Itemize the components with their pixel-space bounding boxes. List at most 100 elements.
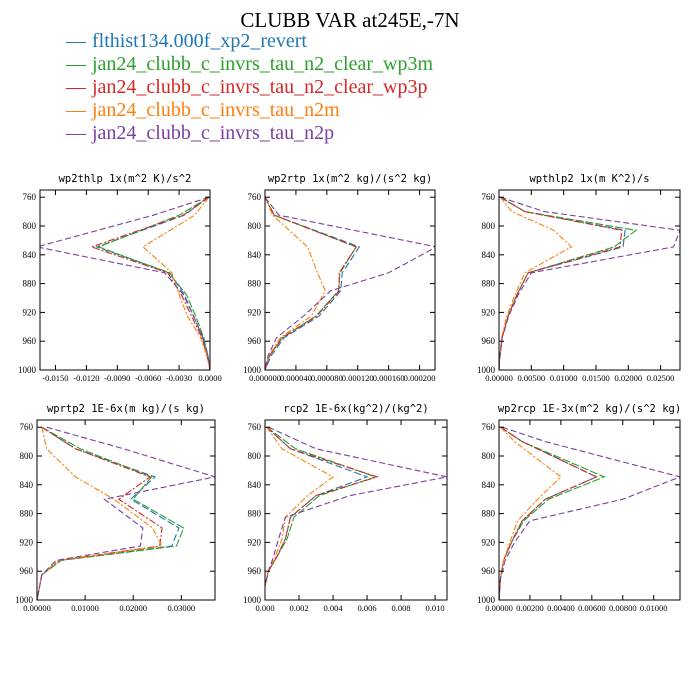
series-line <box>499 196 623 370</box>
legend-item: — jan24_clubb_c_invrs_tau_n2_clear_wp3m <box>66 53 433 76</box>
y-tick-label: 960 <box>20 566 34 576</box>
series-line <box>40 196 210 370</box>
legend-label: jan24_clubb_c_invrs_tau_n2p <box>92 122 335 144</box>
x-tick-label: 0.02000 <box>614 373 642 383</box>
x-tick-label: 0.000000 <box>249 373 281 383</box>
y-tick-label: 920 <box>23 307 37 317</box>
x-tick-label: 0.00000 <box>485 603 513 613</box>
legend-line-swatch: — <box>66 30 86 52</box>
y-tick-label: 1000 <box>477 365 496 375</box>
y-tick-label: 840 <box>482 480 496 490</box>
y-tick-label: 880 <box>482 509 496 519</box>
legend-item: — flthist134.000f_xp2_revert <box>66 30 433 53</box>
panel-title: wp2thlp 1x(m^2 K)/s^2 <box>59 173 192 185</box>
y-tick-label: 760 <box>248 192 262 202</box>
x-tick-label: 0.00200 <box>516 603 544 613</box>
y-tick-label: 880 <box>23 279 37 289</box>
x-tick-label: 0.02000 <box>119 603 147 613</box>
panel-title: wprtp2 1E-6x(m kg)/(s kg) <box>47 403 205 415</box>
y-tick-label: 880 <box>20 509 34 519</box>
x-tick-label: 0.03000 <box>168 603 196 613</box>
x-tick-label: 0.000080 <box>311 373 343 383</box>
y-tick-label: 1000 <box>243 365 262 375</box>
y-tick-label: 760 <box>248 422 262 432</box>
series-line <box>265 196 326 370</box>
chart-panel: wp2rcp 1E-3x(m^2 kg)/(s^2 kg)760 800 840 88… <box>477 403 681 613</box>
panel-title: rcp2 1E-6x(kg^2)/(kg^2) <box>283 403 428 415</box>
y-tick-label: 920 <box>482 537 496 547</box>
x-tick-label: 0.008 <box>392 603 411 613</box>
chart-panel: wprtp2 1E-6x(m kg)/(s kg) 760 800 840 880 920… <box>15 403 216 613</box>
chart-panel: rcp2 1E-6x(kg^2)/(kg^2) 760 800 840 880 920 96… <box>243 403 448 613</box>
y-tick-label: 880 <box>482 279 496 289</box>
x-tick-label: 0.00000 <box>485 373 513 383</box>
x-tick-label: -0.0030 <box>166 373 192 383</box>
y-tick-label: 920 <box>248 537 262 547</box>
y-tick-label: 1000 <box>15 595 34 605</box>
x-tick-label: 0.006 <box>357 603 376 613</box>
y-tick-label: 760 <box>23 192 37 202</box>
series-line <box>265 426 378 586</box>
y-tick-label: 920 <box>20 537 34 547</box>
series-line <box>499 426 680 600</box>
y-tick-label: 920 <box>248 307 262 317</box>
series-line <box>37 427 163 600</box>
y-tick-label: 960 <box>248 566 262 576</box>
x-tick-label: 0.01000 <box>550 373 578 383</box>
series-line <box>97 196 210 370</box>
y-tick-label: 880 <box>248 509 262 519</box>
plot-frame <box>498 419 681 601</box>
y-tick-label: 800 <box>248 451 262 461</box>
series-line <box>95 196 210 370</box>
x-tick-label: 0.000200 <box>404 373 436 383</box>
legend-label: jan24_clubb_c_invrs_tau_n2_clear_wp3m <box>92 53 434 75</box>
series-line <box>89 196 210 370</box>
x-tick-label: 0.000 <box>255 603 274 613</box>
plot-frame <box>498 189 681 371</box>
panel-title: wp2rtp 1x(m^2 kg)/(s^2 kg) <box>268 173 432 185</box>
legend-line-swatch: — <box>66 76 86 98</box>
x-tick-label: 0.01000 <box>71 603 99 613</box>
y-tick-label: 800 <box>248 221 262 231</box>
legend-label: flthist134.000f_xp2_revert <box>92 30 307 52</box>
series-line <box>37 426 163 600</box>
series-line <box>37 426 215 600</box>
chart-panel: wpthlp2 1x(m K^2)/s 760 800 840 880 920 960 100… <box>477 173 681 383</box>
y-tick-label: 800 <box>23 221 37 231</box>
x-tick-label: 0.00800 <box>609 603 637 613</box>
y-tick-label: 800 <box>482 451 496 461</box>
series-line <box>265 426 380 586</box>
series-line <box>265 196 361 370</box>
y-tick-label: 840 <box>248 480 262 490</box>
series-line <box>265 196 358 370</box>
y-tick-label: 960 <box>248 336 262 346</box>
panel-title: wpthlp2 1x(m K^2)/s <box>529 173 649 185</box>
y-tick-label: 960 <box>482 566 496 576</box>
x-tick-label: 0.004 <box>323 603 343 613</box>
y-tick-label: 960 <box>23 336 37 346</box>
y-tick-label: 840 <box>20 480 34 490</box>
y-tick-label: 840 <box>482 250 496 260</box>
x-tick-label: 0.002 <box>289 603 308 613</box>
x-tick-label: 0.00000 <box>23 603 51 613</box>
x-tick-label: 0.010 <box>426 603 445 613</box>
series-line <box>499 196 573 370</box>
legend-item: — jan24_clubb_c_invrs_tau_n2m <box>66 99 433 122</box>
x-tick-label: 0.01000 <box>640 603 668 613</box>
series-line <box>265 196 358 370</box>
plot-frame <box>36 419 216 601</box>
x-tick-label: -0.0090 <box>104 373 130 383</box>
figure-title: CLUBB VAR at245E,-7N <box>240 8 460 32</box>
x-tick-label: 0.00600 <box>578 603 606 613</box>
y-tick-label: 840 <box>23 250 37 260</box>
y-tick-label: 1000 <box>243 595 262 605</box>
series-line <box>499 196 680 370</box>
plot-frame <box>264 419 448 601</box>
legend: — flthist134.000f_xp2_revert — jan24_clubb_… <box>66 30 433 145</box>
chart-panel: wp2thlp 1x(m^2 K)/s^2 760 800 840 880 920 960 1… <box>18 173 222 383</box>
plot-frame <box>39 189 211 371</box>
legend-item: — jan24_clubb_c_invrs_tau_n2p <box>66 122 433 145</box>
y-tick-label: 800 <box>482 221 496 231</box>
series-line <box>265 426 335 586</box>
